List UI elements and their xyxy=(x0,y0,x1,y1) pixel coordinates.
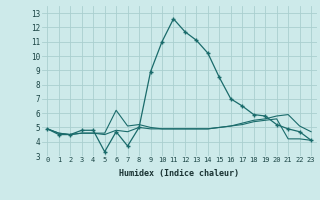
X-axis label: Humidex (Indice chaleur): Humidex (Indice chaleur) xyxy=(119,169,239,178)
